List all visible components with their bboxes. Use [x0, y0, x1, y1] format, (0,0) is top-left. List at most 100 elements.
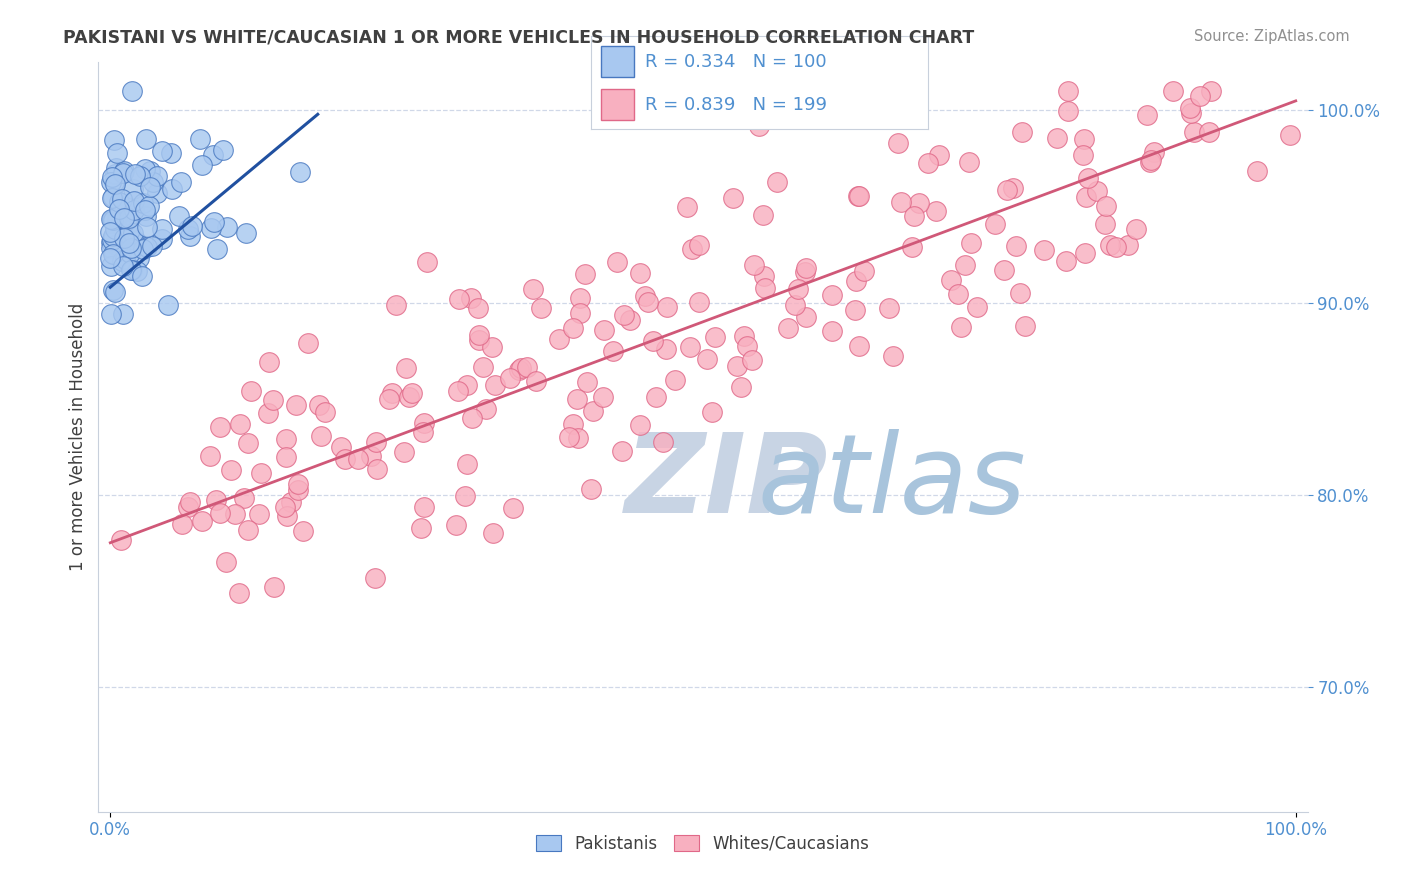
- Point: [285, 398, 308, 412]
- Point: [104, 238, 127, 252]
- Point: [103, 133, 125, 147]
- Point: [730, 380, 752, 394]
- Point: [215, 555, 238, 569]
- Point: [754, 269, 776, 284]
- Point: [100, 235, 122, 249]
- Point: [179, 495, 201, 509]
- Point: [1246, 164, 1268, 178]
- Point: [679, 340, 702, 354]
- Point: [787, 282, 810, 296]
- Point: [110, 533, 132, 547]
- Point: [247, 507, 270, 521]
- Point: [115, 212, 138, 227]
- Legend: Pakistanis, Whites/Caucasians: Pakistanis, Whites/Caucasians: [530, 829, 876, 860]
- Text: atlas: atlas: [758, 428, 1026, 535]
- Point: [1074, 246, 1097, 260]
- Point: [100, 174, 122, 188]
- Point: [741, 353, 763, 368]
- Point: [112, 211, 135, 225]
- Point: [172, 516, 194, 531]
- Point: [135, 131, 157, 145]
- Point: [1076, 190, 1098, 204]
- Point: [702, 404, 724, 418]
- Point: [1143, 145, 1166, 160]
- Point: [150, 144, 173, 158]
- Point: [235, 226, 257, 240]
- Point: [1005, 238, 1028, 252]
- Point: [848, 189, 870, 203]
- Point: [688, 238, 710, 252]
- Point: [150, 232, 173, 246]
- Point: [794, 310, 817, 324]
- Point: [664, 373, 686, 387]
- Point: [146, 169, 169, 184]
- Point: [132, 242, 155, 256]
- Point: [576, 375, 599, 389]
- Point: [1057, 84, 1080, 98]
- Point: [993, 263, 1015, 277]
- Point: [468, 327, 491, 342]
- Point: [733, 328, 755, 343]
- Point: [721, 191, 744, 205]
- Point: [233, 491, 256, 505]
- Point: [412, 500, 434, 515]
- Point: [188, 132, 211, 146]
- Point: [475, 402, 498, 417]
- FancyBboxPatch shape: [600, 46, 634, 77]
- Point: [105, 145, 128, 160]
- Point: [191, 158, 214, 172]
- Point: [416, 255, 439, 269]
- Text: PAKISTANI VS WHITE/CAUCASIAN 1 OR MORE VEHICLES IN HOUSEHOLD CORRELATION CHART: PAKISTANI VS WHITE/CAUCASIAN 1 OR MORE V…: [63, 29, 974, 46]
- Point: [1188, 89, 1211, 103]
- Point: [124, 202, 146, 217]
- Point: [1178, 101, 1201, 115]
- Point: [103, 177, 125, 191]
- Point: [995, 184, 1018, 198]
- Point: [103, 176, 125, 190]
- Point: [1046, 130, 1069, 145]
- Point: [125, 264, 148, 278]
- Point: [100, 212, 122, 227]
- Point: [908, 196, 931, 211]
- Point: [132, 195, 155, 210]
- Point: [456, 457, 478, 471]
- Point: [1140, 153, 1163, 167]
- Point: [122, 194, 145, 208]
- Point: [1011, 125, 1033, 139]
- Point: [135, 219, 157, 234]
- FancyBboxPatch shape: [600, 89, 634, 120]
- Point: [257, 406, 280, 420]
- Point: [179, 228, 201, 243]
- Text: Source: ZipAtlas.com: Source: ZipAtlas.com: [1194, 29, 1350, 44]
- Point: [1054, 253, 1077, 268]
- Point: [946, 286, 969, 301]
- Point: [208, 420, 231, 434]
- Point: [454, 489, 477, 503]
- Point: [141, 239, 163, 253]
- Point: [101, 228, 124, 243]
- Point: [366, 462, 388, 476]
- Point: [890, 195, 912, 210]
- Point: [228, 586, 250, 600]
- Point: [1010, 286, 1032, 301]
- Point: [508, 362, 530, 376]
- Point: [108, 194, 131, 209]
- Point: [1056, 103, 1078, 118]
- Point: [205, 492, 228, 507]
- Point: [101, 169, 124, 184]
- Point: [628, 266, 651, 280]
- Point: [276, 432, 298, 446]
- Point: [502, 500, 524, 515]
- Point: [1073, 132, 1095, 146]
- Point: [159, 145, 181, 160]
- Point: [461, 411, 484, 425]
- Point: [314, 405, 336, 419]
- Point: [125, 235, 148, 249]
- Point: [120, 241, 142, 255]
- Point: [471, 359, 494, 374]
- Point: [845, 274, 868, 288]
- Point: [104, 161, 127, 175]
- Point: [727, 359, 749, 374]
- Point: [742, 258, 765, 272]
- Point: [853, 264, 876, 278]
